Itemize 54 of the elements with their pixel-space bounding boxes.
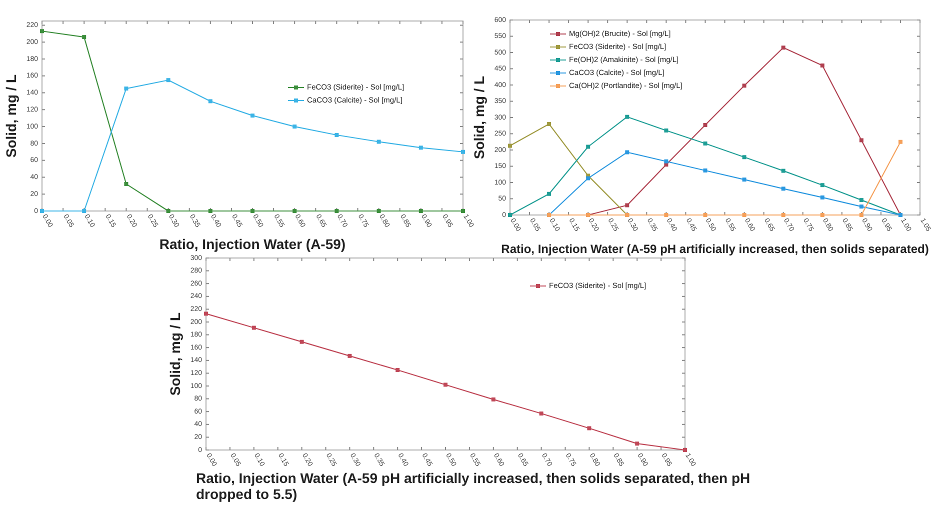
point [781,168,786,173]
point [742,178,746,182]
point [547,192,552,196]
point [898,140,902,144]
point [124,182,128,186]
point [703,122,708,127]
point [586,176,590,180]
point [547,122,552,126]
point [859,138,864,142]
point [292,124,297,129]
point [781,186,786,191]
point [40,29,44,34]
point [703,142,708,146]
point [820,183,824,188]
point [508,144,512,148]
point [334,133,339,137]
point [208,99,212,104]
point [491,397,496,402]
point [635,442,640,446]
x-axis-title: Ratio, Injection Water (A-59 pH artificially increased, then solids separated, then pH dropped to 5.5) [196,470,750,502]
point [418,146,423,150]
point [444,382,448,387]
point [625,150,630,154]
point [82,35,86,40]
point [859,198,864,202]
point [664,159,668,164]
point [587,426,592,430]
point [300,340,304,344]
point [586,144,590,149]
point [625,203,630,208]
point [625,114,630,119]
point [742,155,746,160]
point [461,150,465,154]
point [539,412,544,416]
point [820,64,824,68]
point [781,46,786,50]
point [250,114,254,118]
point [820,195,824,200]
point [348,354,352,358]
point [664,128,668,132]
point [703,168,708,172]
point [204,312,208,316]
point [252,326,256,330]
point [396,368,400,372]
x-axis-title: Ratio, Injection Water (A-59) [159,236,346,252]
y-axis-title: Solid, mg / L [167,312,183,396]
y-axis-title: Solid, mg / L [471,75,487,160]
x-axis-title: Ratio, Injection Water (A-59 pH artificially increased, then solids separated) [501,242,929,256]
point [166,78,170,82]
y-axis-title: Solid, mg / L [3,74,19,158]
point [376,140,381,144]
point [742,84,746,88]
point [859,204,864,209]
point [124,86,128,91]
